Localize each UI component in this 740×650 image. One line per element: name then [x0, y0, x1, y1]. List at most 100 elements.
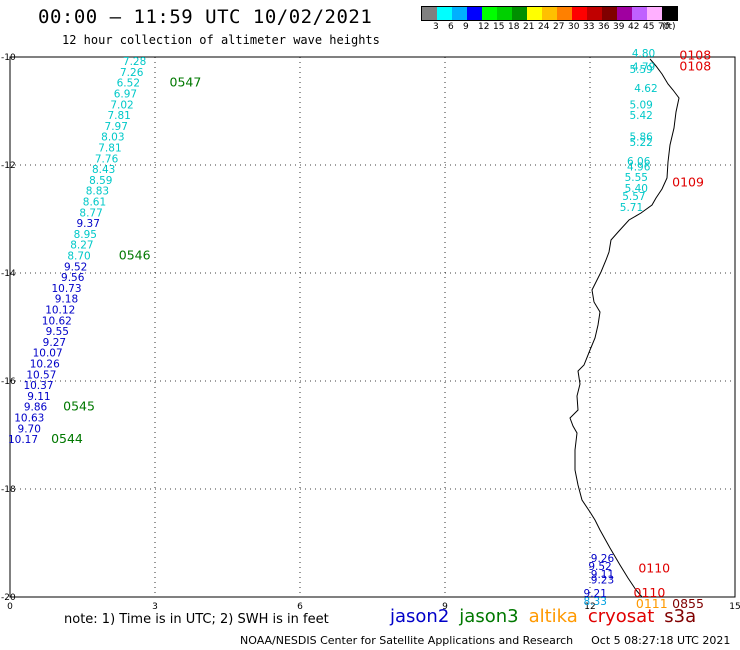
swh-value-label: 10.63 — [14, 413, 44, 425]
legend-label: 3 — [433, 22, 439, 32]
map-subtitle: 12 hour collection of altimeter wave hei… — [62, 33, 380, 47]
swh-value-label: 8.77 — [79, 207, 102, 219]
legend-swatch — [602, 7, 617, 20]
lat-tick-label: -10 — [1, 53, 16, 63]
swh-value-label: 9.11 — [27, 391, 50, 403]
swh-value-label: 5.71 — [620, 202, 643, 214]
swh-value-label: 7.28 — [123, 56, 146, 68]
swh-value-label: 8.61 — [83, 197, 106, 209]
swh-value-label: 9.23 — [591, 575, 614, 587]
swh-value-label: 9.18 — [55, 294, 78, 306]
swh-value-label: 4.80 — [632, 48, 655, 60]
legend-swatch — [587, 7, 602, 20]
swh-value-label: 10.17 — [8, 434, 38, 446]
swh-value-label: 5.09 — [629, 99, 652, 111]
satellite-s3a: s3a — [664, 606, 697, 627]
legend-label: 36 — [598, 22, 610, 32]
lon-tick-label: 15 — [729, 602, 740, 612]
swh-value-label: 9.27 — [43, 337, 66, 349]
swh-value-label: 7.81 — [98, 143, 121, 155]
color-scale-legend — [421, 6, 678, 21]
swh-value-label: 9.56 — [61, 272, 85, 284]
swh-value-label: 7.26 — [120, 67, 144, 79]
satellite-jason2: jason2 — [390, 606, 450, 627]
swh-value-label: 9.37 — [77, 218, 100, 230]
satellite-altika: altika — [528, 606, 578, 627]
pass-time-label: 0109 — [672, 175, 704, 190]
legend-label: 27 — [553, 22, 565, 32]
swh-value-label: 7.76 — [95, 153, 119, 165]
legend-swatch — [452, 7, 467, 20]
pass-time-label: 0547 — [170, 75, 202, 90]
swh-value-label: 10.57 — [26, 369, 56, 381]
note-text: note: 1) Time is in UTC; 2) SWH is in fe… — [64, 612, 329, 627]
legend-swatch — [437, 7, 452, 20]
swh-value-label: 9.55 — [46, 326, 69, 338]
swh-value-label: 8.59 — [89, 175, 112, 187]
swh-value-label: 9.21 — [584, 588, 607, 600]
swh-value-label: 7.81 — [107, 110, 130, 122]
swh-value-label: 9.70 — [18, 423, 41, 435]
legend-swatch — [542, 7, 557, 20]
swh-value-label: 5.57 — [622, 191, 645, 203]
legend-label: 18 — [508, 22, 520, 32]
swh-value-label: 7.97 — [105, 121, 128, 133]
swh-value-label: 4.96 — [627, 161, 651, 173]
legend-swatch — [617, 7, 632, 20]
swh-value-label: 9.26 — [591, 553, 615, 565]
swh-value-label: 9.52 — [588, 561, 611, 573]
swh-value-label: 10.62 — [42, 315, 72, 327]
satellite-jason3: jason3 — [459, 606, 519, 627]
legend-label: 45 — [643, 22, 655, 32]
swh-value-label: 5.86 — [629, 132, 653, 144]
swh-value-label: 8.03 — [101, 132, 124, 144]
legend-swatch — [632, 7, 647, 20]
legend-label: 42 — [628, 22, 640, 32]
swh-value-label: 5.42 — [629, 110, 652, 122]
swh-value-label: 5.59 — [629, 64, 652, 76]
pass-time-label: 0111 — [636, 596, 668, 611]
legend-swatch — [467, 7, 482, 20]
legend-swatch — [572, 7, 587, 20]
legend-label: 24 — [538, 22, 550, 32]
pass-time-label: 0544 — [51, 431, 83, 446]
legend-swatch — [422, 7, 437, 20]
lat-tick-label: -20 — [1, 593, 16, 603]
legend-swatch — [497, 7, 512, 20]
swh-value-label: 10.26 — [30, 359, 60, 371]
lat-tick-label: -12 — [1, 161, 16, 171]
swh-value-label: 10.73 — [51, 283, 81, 295]
credit-line: NOAA/NESDIS Center for Satellite Applica… — [240, 634, 730, 647]
legend-label: 70 — [658, 22, 670, 32]
swh-value-label: 6.06 — [627, 156, 651, 168]
map-title: 00:00 – 11:59 UTC 10/02/2021 — [38, 6, 373, 28]
swh-value-label: 10.07 — [33, 348, 63, 360]
legend-label: 33 — [583, 22, 595, 32]
swh-value-label: 8.33 — [584, 596, 607, 608]
color-scale-labels: 3 6 9 12 15 18 21 24 27 30 33 36 39 42 45 70 (ft) — [421, 22, 676, 34]
swh-value-label: 4.62 — [634, 83, 657, 95]
swh-value-label: 8.70 — [67, 251, 90, 263]
swh-value-label: 5.55 — [625, 172, 648, 184]
lon-tick-label: 12 — [584, 602, 595, 612]
axis-tick-labels: 0 3 6 9 12 15 -10 -12 -14 -16 -18 -20 — [1, 53, 740, 612]
swh-value-label: 8.83 — [86, 186, 109, 198]
legend-label: 21 — [523, 22, 535, 32]
generated-timestamp: Oct 5 08:27:18 UTC 2021 — [591, 634, 731, 647]
legend-label: 39 — [613, 22, 625, 32]
pass-time-label: 0545 — [63, 399, 95, 414]
legend-label: 30 — [568, 22, 580, 32]
swh-value-label: 8.27 — [70, 240, 93, 252]
legend-swatch — [527, 7, 542, 20]
swh-value-label: 9.11 — [591, 569, 614, 581]
legend-label: (ft) — [662, 22, 676, 32]
lon-tick-label: 9 — [442, 602, 448, 612]
swh-value-label: 9.52 — [64, 261, 87, 273]
legend-swatch — [512, 7, 527, 20]
swh-value-label: 10.37 — [23, 380, 53, 392]
coastline — [569, 58, 680, 598]
pass-time-label: 0108 — [679, 48, 711, 63]
swh-value-label: 8.95 — [74, 229, 97, 241]
lon-tick-label: 6 — [297, 602, 303, 612]
lat-tick-label: -18 — [1, 485, 16, 495]
